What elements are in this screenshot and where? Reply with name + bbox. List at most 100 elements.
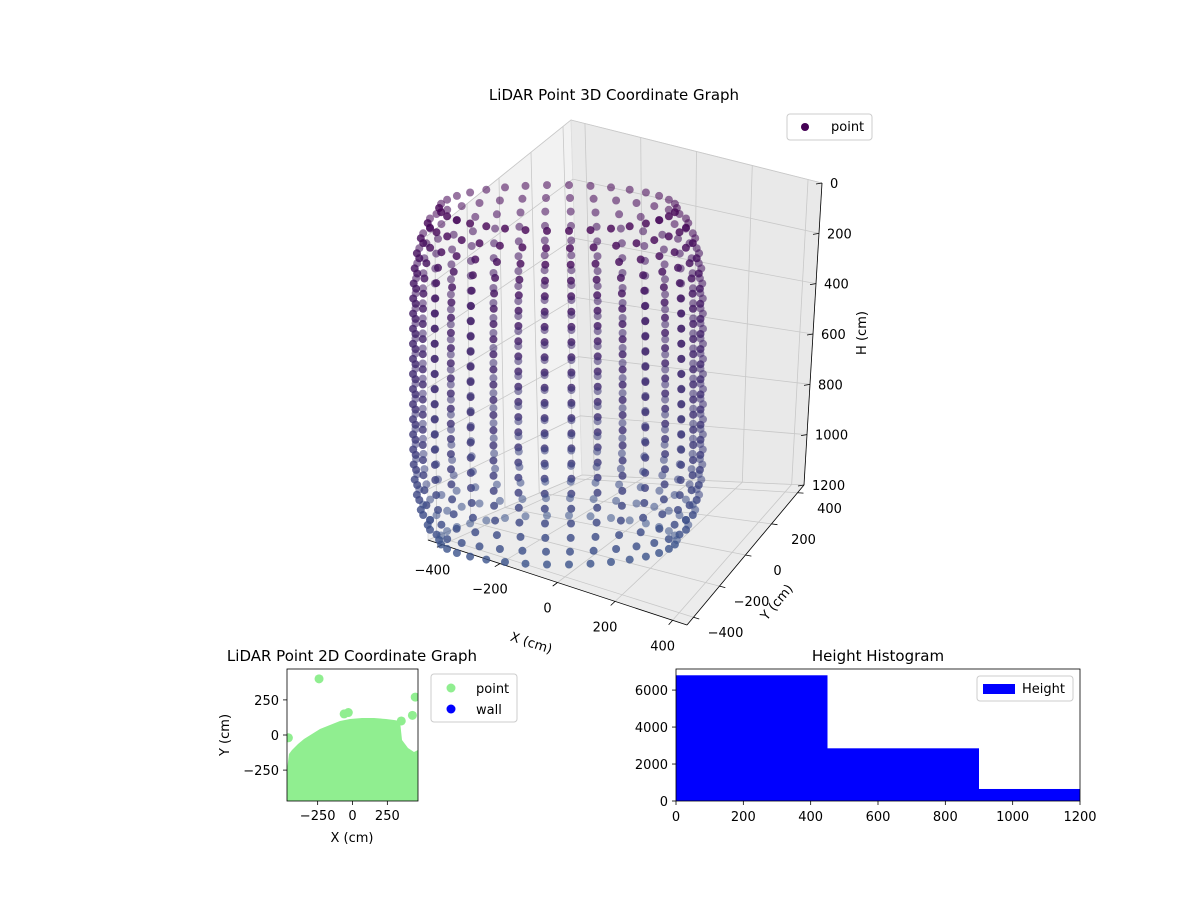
- point-3d: [677, 279, 686, 288]
- point-3d: [641, 406, 650, 415]
- point-3d: [514, 252, 523, 261]
- y-tick-label-2d: 250: [254, 694, 279, 709]
- point-3d: [681, 224, 690, 233]
- point-3d: [664, 535, 673, 544]
- point-3d: [411, 379, 420, 388]
- point-3d: [446, 350, 455, 359]
- legend-2d-label-point: point: [476, 682, 509, 697]
- point-3d: [419, 284, 427, 293]
- point-3d: [475, 239, 484, 248]
- point-3d: [618, 284, 627, 292]
- y-tick-label-hist: 2000: [635, 758, 668, 773]
- point-3d: [413, 470, 422, 479]
- point-3d: [655, 252, 664, 261]
- x-axis-label-2d: X (cm): [331, 831, 374, 846]
- point-3d: [541, 207, 550, 216]
- point-3d: [593, 297, 602, 306]
- point-3d: [542, 244, 550, 253]
- point-3d: [432, 228, 441, 237]
- point-3d: [426, 224, 435, 233]
- point-3d: [489, 471, 498, 480]
- y-tick-label-hist: 4000: [635, 721, 668, 736]
- point-3d: [447, 440, 456, 449]
- point-3d: [675, 210, 684, 218]
- point-3d: [514, 488, 523, 497]
- point-3d: [492, 480, 501, 489]
- point-3d: [466, 219, 475, 228]
- point-3d: [661, 359, 670, 368]
- point-3d: [689, 441, 698, 449]
- point-3d: [664, 232, 673, 241]
- scatter-2d-area: [287, 674, 418, 801]
- x-tick-mark: [552, 582, 558, 587]
- point-3d: [467, 242, 476, 250]
- point-3d: [540, 416, 549, 425]
- point-3d: [419, 471, 428, 480]
- point-3d: [514, 312, 523, 321]
- point-3d: [514, 282, 523, 291]
- point-3d: [514, 372, 523, 381]
- y-tick-mark: [745, 554, 752, 557]
- y-tick-label-2d: 0: [271, 729, 279, 744]
- point-3d: [468, 467, 477, 476]
- point-3d: [670, 531, 679, 540]
- point-3d: [443, 535, 452, 544]
- point-3d: [696, 319, 705, 328]
- point-3d: [661, 419, 670, 428]
- x-tick-label: 0: [543, 602, 551, 617]
- point-3d: [418, 395, 427, 404]
- point-3d: [446, 365, 455, 374]
- point-3d: [467, 499, 476, 507]
- x-tick-label-2d: 0: [348, 809, 356, 824]
- point-3d: [618, 380, 627, 389]
- point-3d: [681, 495, 690, 504]
- point-3d: [418, 380, 427, 389]
- point-3d: [518, 546, 527, 555]
- point-3d: [566, 494, 574, 503]
- point-3d: [495, 196, 504, 205]
- point-3d: [419, 434, 427, 443]
- grid-x-line: [672, 179, 809, 621]
- point-3d: [593, 417, 602, 426]
- x-tick-label-hist: 400: [798, 810, 823, 825]
- plot-3d: LiDAR Point 3D Coordinate Graph 0 200 400 6…: [409, 86, 873, 657]
- point-3d: [540, 266, 549, 275]
- point-3d: [660, 480, 669, 489]
- point-3d: [618, 329, 627, 337]
- point-3d: [447, 425, 455, 434]
- point-3d: [567, 281, 576, 290]
- point-3d: [475, 199, 484, 207]
- point-3d: [661, 410, 670, 419]
- z-tick-label: 1200: [812, 479, 845, 494]
- point-3d: [540, 281, 549, 290]
- x-tick-label-hist: 600: [866, 810, 891, 825]
- point-3d: [607, 224, 615, 233]
- point-3d: [661, 305, 670, 314]
- z-tick-label: 0: [830, 177, 838, 192]
- point-3d: [411, 394, 420, 403]
- point-3d: [540, 251, 549, 260]
- point-3d: [518, 243, 527, 252]
- point-3d: [418, 350, 427, 359]
- y-tick-label: −400: [708, 626, 744, 641]
- point-3d: [521, 559, 530, 568]
- point-3d: [615, 480, 624, 489]
- point-3d: [641, 301, 650, 310]
- point-3d: [489, 365, 498, 374]
- point-3d: [625, 555, 634, 564]
- point-3d: [412, 274, 421, 283]
- point-3d: [434, 234, 442, 243]
- point-3d: [674, 475, 682, 484]
- point-3d: [446, 404, 455, 413]
- point-3d: [447, 298, 456, 307]
- point-3d: [466, 301, 475, 310]
- z-tick-mark: [800, 434, 808, 437]
- point-3d: [636, 528, 645, 537]
- grid-z-line: [426, 119, 823, 237]
- point-3d: [659, 283, 668, 292]
- point-3d: [618, 365, 627, 374]
- point-3d: [632, 499, 641, 508]
- point-3d: [514, 297, 523, 306]
- point-3d: [636, 483, 645, 492]
- z-tick-label: 400: [824, 278, 849, 293]
